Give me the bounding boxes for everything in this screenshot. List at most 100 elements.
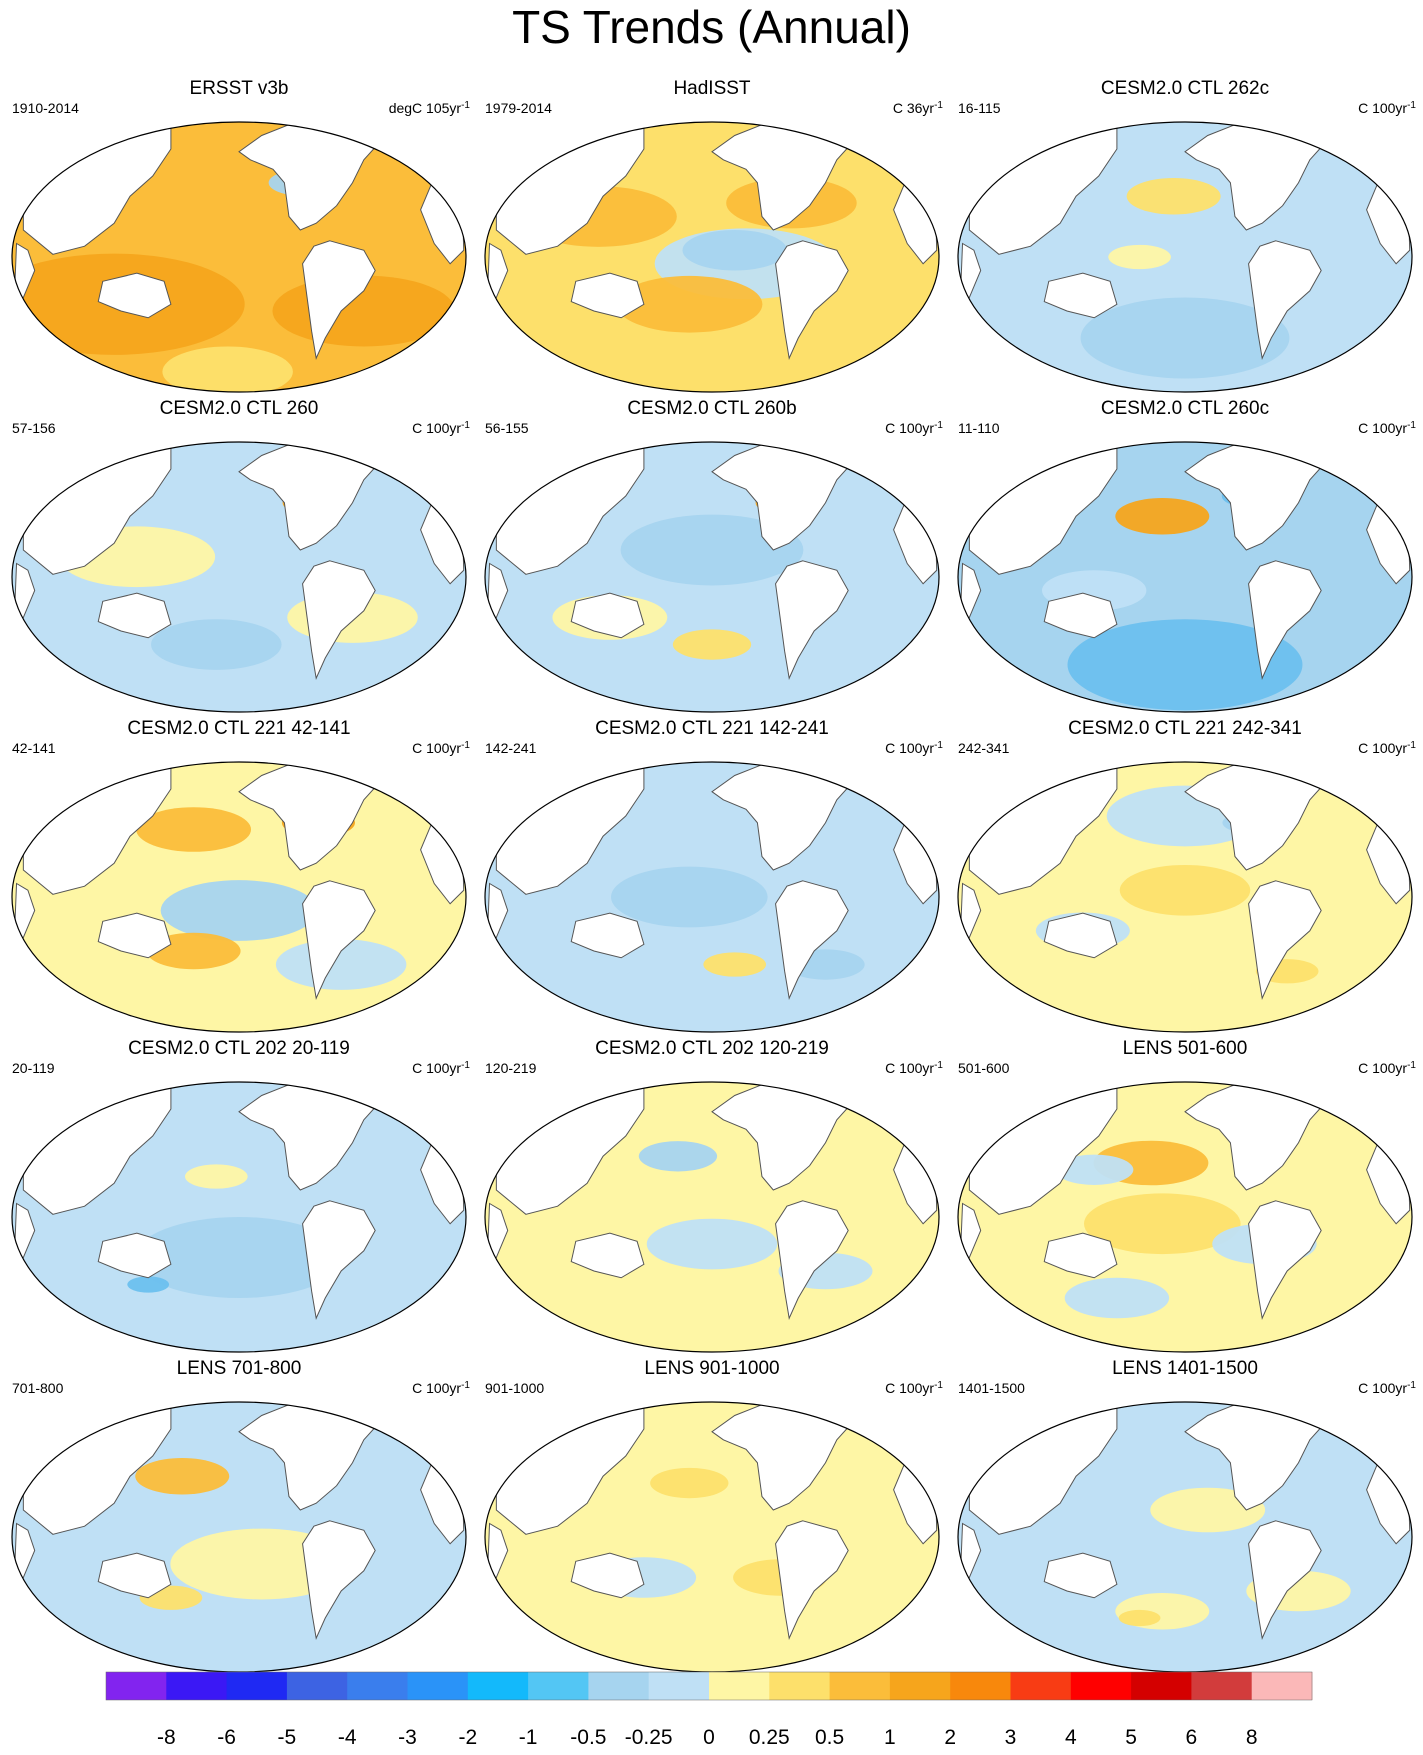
land-australia [570,592,645,639]
land-south-america [302,240,376,360]
panel-units: C 100yr-1 [412,1058,470,1076]
land-greenland [374,1084,422,1110]
land-australia [1043,592,1118,639]
colorbar-swatch [1251,1672,1313,1700]
units-exponent: -1 [934,1060,943,1071]
units-text: C 100yr [1358,740,1408,756]
world-map [957,1081,1413,1353]
trend-anomaly-region [275,939,407,990]
map-border [11,441,467,713]
units-exponent: -1 [461,740,470,751]
world-map [957,761,1413,1033]
land-greenland [1320,444,1368,470]
colorbar-swatch [106,1672,167,1700]
panel-units: degC 105yr-1 [389,98,470,116]
colorbar-swatch [950,1672,1011,1700]
world-map [957,441,1413,713]
trend-anomaly-region [620,514,804,586]
land-south-america [775,560,849,680]
map-panel: LENS 1401-1500 1401-1500 C 100yr-1 [950,1358,1420,1676]
trend-anomaly-region [682,230,787,271]
units-text: C 100yr [412,740,462,756]
units-exponent: -1 [1407,100,1416,111]
panel-title: LENS 1401-1500 [1112,1358,1258,1379]
panel-units: C 100yr-1 [885,418,943,436]
land-greenland [847,124,895,150]
map-panel: ERSST v3b 1910-2014 degC 105yr-1 [4,78,474,396]
colorbar-swatch [286,1672,348,1700]
units-exponent: -1 [934,420,943,431]
units-text: C 100yr [1358,1380,1408,1396]
colorbar-swatch [769,1672,831,1700]
trend-anomaly-region [151,619,282,670]
panel-units: C 100yr-1 [1358,1378,1416,1396]
units-text: C 100yr [412,1060,462,1076]
panel-title: LENS 901-1000 [644,1358,780,1379]
land-australia [97,272,172,319]
land-south-america [302,880,376,1000]
panel-period: 57-156 [12,420,56,436]
units-text: C 100yr [412,420,462,436]
trend-anomaly-region [1064,1277,1170,1319]
colorbar-tick-label: 0.5 [814,1726,845,1749]
world-map [484,1081,940,1353]
trend-anomaly-region [1108,244,1171,270]
trend-anomaly-region [1115,498,1210,535]
map-panel: CESM2.0 CTL 260 57-156 C 100yr-1 [4,398,474,716]
panel-period: 16-115 [958,100,1001,116]
trend-anomaly-region [1067,619,1303,711]
land-greenland [374,1404,422,1430]
colorbar-tick-label: -8 [156,1726,176,1749]
land-south-america [1248,1200,1322,1320]
panel-title: LENS 701-800 [176,1358,302,1379]
colorbar-swatch [347,1672,408,1700]
land-australia [97,592,172,639]
colorbar-swatch [1131,1672,1192,1700]
panel-period: 701-800 [12,1380,64,1396]
map-panel: CESM2.0 CTL 260b 56-155 C 100yr-1 [477,398,947,716]
panel-period: 242-341 [958,740,1010,756]
land-australia [570,272,645,319]
units-exponent: -1 [461,1060,470,1071]
panel-units: C 36yr-1 [893,98,943,116]
trend-anomaly-region [1083,1193,1241,1255]
map-panel: LENS 501-600 501-600 C 100yr-1 [950,1038,1420,1356]
colorbar-swatch [528,1672,589,1700]
trend-anomaly-region [127,1276,170,1293]
panel-title: CESM2.0 CTL 202 120-219 [595,1038,829,1059]
land-south-america [1248,240,1322,360]
units-text: C 100yr [1358,1060,1408,1076]
colorbar-swatch [709,1672,770,1700]
panel-units: C 100yr-1 [412,1378,470,1396]
world-map [484,1401,940,1673]
map-border [11,761,467,1033]
colorbar-swatch [1191,1672,1253,1700]
colorbar-tick-label: -5 [277,1726,297,1749]
trend-anomaly-region [1119,864,1251,916]
map-panel: CESM2.0 CTL 262c 16-115 C 100yr-1 [950,78,1420,396]
colorbar-tick-label: -3 [398,1726,417,1749]
trend-anomaly-region [162,346,293,392]
land-greenland [1320,764,1368,790]
panel-period: 56-155 [485,420,529,436]
world-map [11,1401,467,1673]
trend-anomaly-region [1080,297,1290,379]
units-exponent: -1 [1407,420,1416,431]
land-australia [1043,912,1118,959]
panel-units: C 100yr-1 [885,738,943,756]
colorbar-tick-label: 0 [703,1726,715,1749]
colorbar-tick-label: 2 [944,1726,957,1749]
colorbar-swatch [1070,1672,1132,1700]
units-exponent: -1 [1407,740,1416,751]
trend-anomaly-region [610,866,768,928]
colorbar-tick-label: 6 [1185,1726,1198,1749]
trend-anomaly-region [1126,178,1221,215]
units-text: C 100yr [885,420,935,436]
trend-anomaly-region [672,629,752,660]
panel-units: C 100yr-1 [885,1058,943,1076]
land-south-america [302,560,376,680]
land-south-america [1248,560,1322,680]
colorbar-swatch [588,1672,650,1700]
panel-period: 120-219 [485,1060,537,1076]
panel-units: C 100yr-1 [1358,98,1416,116]
